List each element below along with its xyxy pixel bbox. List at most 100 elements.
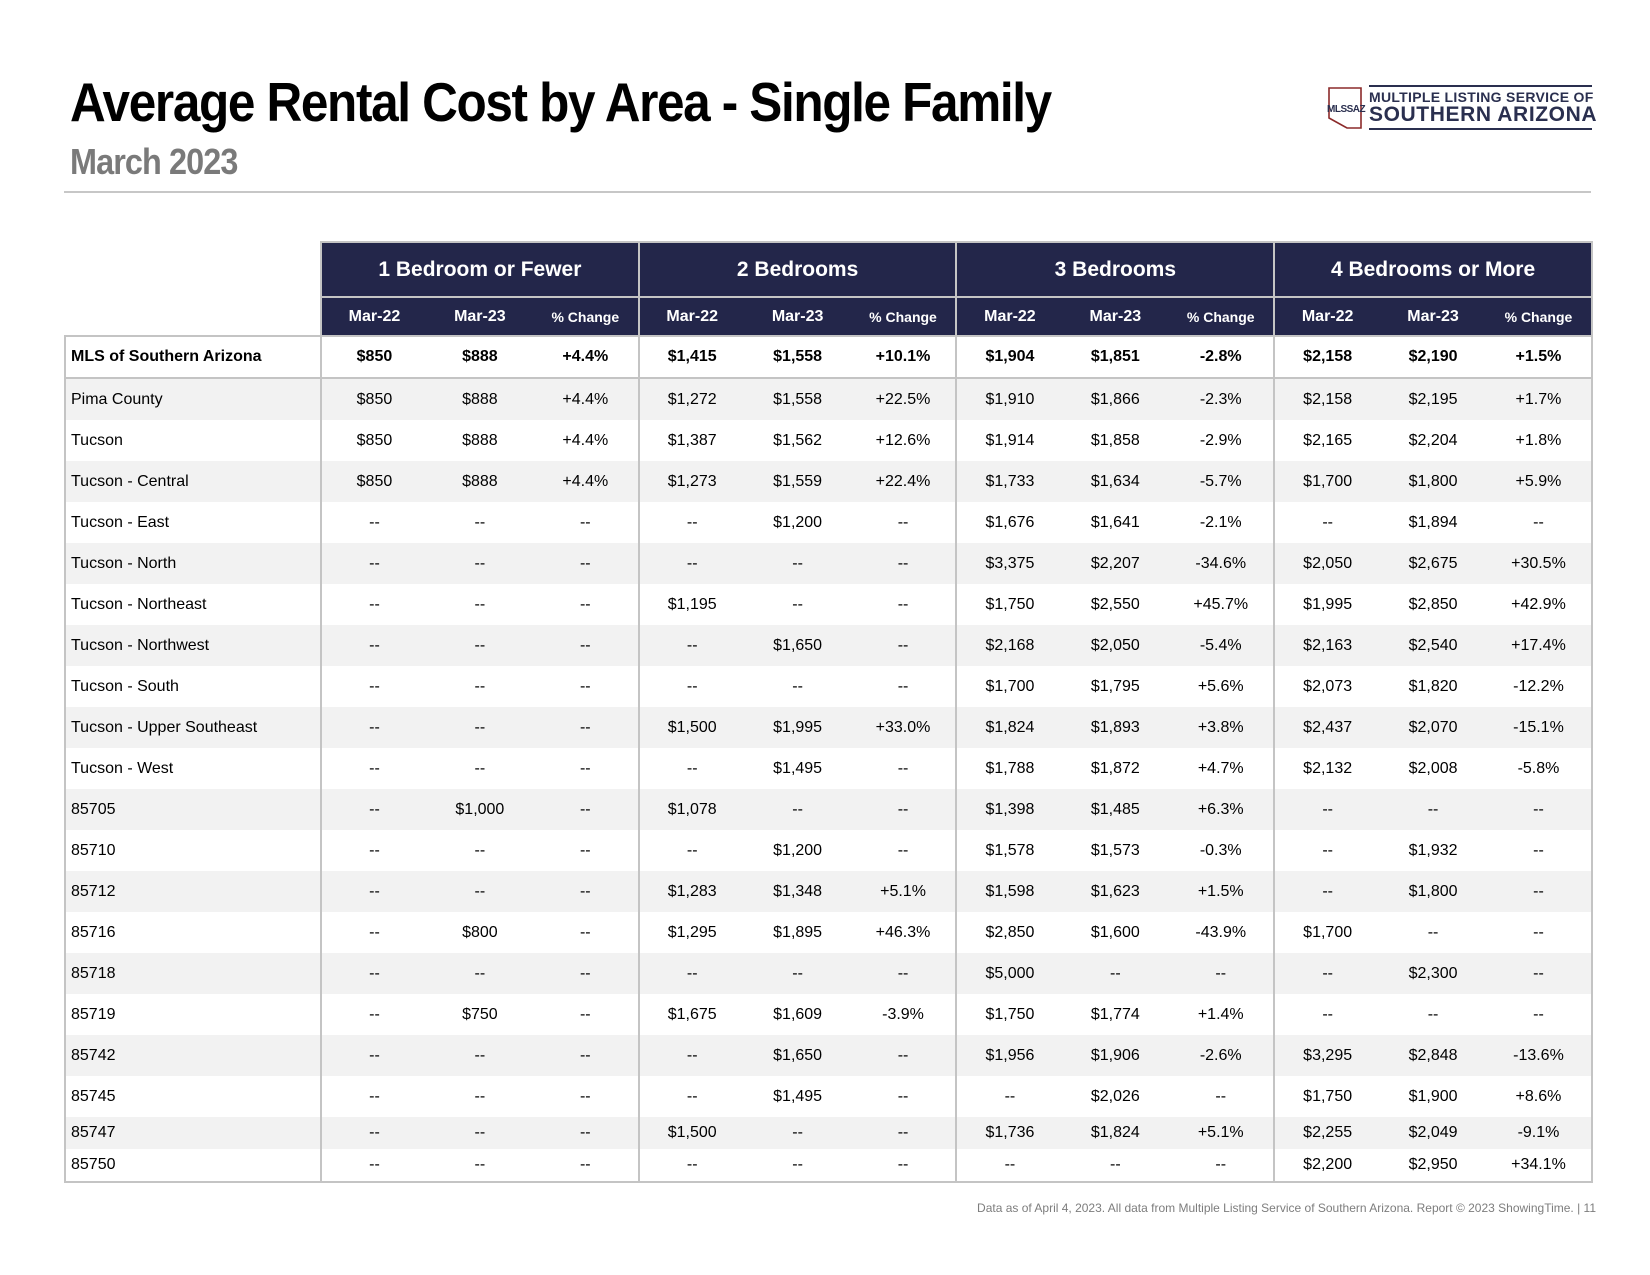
value-cell-pct-change: -- xyxy=(1486,830,1593,871)
value-cell-pct-change: +22.5% xyxy=(850,378,957,420)
value-cell-mar22: -- xyxy=(1273,953,1381,994)
value-cell-mar22: $1,598 xyxy=(955,871,1063,912)
value-cell-mar23: $2,190 xyxy=(1380,335,1486,379)
value-cell-mar22: $2,163 xyxy=(1273,625,1381,666)
value-cell-mar22: -- xyxy=(320,1076,427,1117)
table-row: 85742 -- -- -- -- $1,650 -- $1,956 $1,906 -2.6% $3… xyxy=(64,1035,1593,1076)
col-header-pct-change: % Change xyxy=(1486,296,1593,336)
value-cell-mar22: $1,914 xyxy=(955,420,1063,461)
value-cell-mar22: $850 xyxy=(320,378,427,420)
table-row: Pima County $850 $888 +4.4% $1,272 $1,558 +22.… xyxy=(64,378,1593,420)
value-cell-pct-change: -- xyxy=(850,1117,957,1149)
group-header-3br: 3 Bedrooms xyxy=(955,241,1276,297)
value-cell-mar22: $1,676 xyxy=(955,502,1063,543)
value-cell-pct-change: -- xyxy=(850,953,957,994)
table-row: 85747 -- -- -- $1,500 -- -- $1,736 $1,824 +5.1% $2… xyxy=(64,1117,1593,1149)
value-cell-mar22: -- xyxy=(320,912,427,953)
sub-header-row: Mar-22 Mar-23 % Change Mar-22 Mar-23 % C… xyxy=(65,296,1593,336)
value-cell-pct-change: -- xyxy=(579,513,591,531)
value-cell-mar22: -- xyxy=(320,748,427,789)
table-row: Tucson - West -- -- -- -- $1,495 -- $1,788 $1,87… xyxy=(64,748,1593,789)
mls-logo: MLSSAZ MULTIPLE LISTING SERVICE OF SOUTH… xyxy=(1325,84,1597,132)
value-cell-mar23: $2,204 xyxy=(1408,431,1458,449)
value-cell-mar22: -- xyxy=(637,1149,745,1183)
value-cell-mar22: -- xyxy=(637,748,745,789)
table-body: MLS of Southern Arizona $850 $888 +4.4% $1,4… xyxy=(64,335,1593,1183)
value-cell-mar22: $1,500 xyxy=(637,1117,745,1149)
value-cell-mar22: -- xyxy=(637,666,745,707)
value-cell-mar23: $1,858 xyxy=(1090,431,1140,449)
area-name-cell: 85712 xyxy=(64,871,321,912)
value-cell-mar23: $2,008 xyxy=(1408,759,1458,777)
value-cell-mar23: -- xyxy=(744,1117,851,1149)
value-cell-pct-change: -- xyxy=(579,595,591,613)
area-name-cell: Tucson - Central xyxy=(64,461,321,502)
value-cell-mar23: -- xyxy=(744,1149,851,1183)
group-header-row: 1 Bedroom or Fewer 2 Bedrooms 3 Bedrooms… xyxy=(65,241,1593,297)
logo-line-2: SOUTHERN ARIZONA xyxy=(1369,103,1598,126)
value-cell-mar23: $1,600 xyxy=(1090,923,1140,941)
table-row: 85716 -- $800 -- $1,295 $1,895 +46.3% $2,850 $1,… xyxy=(64,912,1593,953)
area-name-cell: Tucson - Northeast xyxy=(64,584,321,625)
area-name-cell: 85716 xyxy=(64,912,321,953)
group-header-4br: 4 Bedrooms or More xyxy=(1273,241,1593,297)
col-header-pct-change: % Change xyxy=(532,296,639,336)
area-name-cell: 85747 xyxy=(64,1117,321,1149)
table-row: Tucson - Central $850 $888 +4.4% $1,273 $1,55… xyxy=(64,461,1593,502)
value-cell-mar23: $2,300 xyxy=(1380,953,1486,994)
value-cell-mar23: $1,900 xyxy=(1408,1087,1458,1105)
value-cell-mar23: $1,495 xyxy=(773,759,823,777)
value-cell-mar23: $1,641 xyxy=(1090,513,1140,531)
value-cell-pct-change: -- xyxy=(1168,1149,1275,1183)
value-cell-mar23: $1,650 xyxy=(744,1035,851,1076)
area-name-cell: 85718 xyxy=(64,953,321,994)
value-cell-mar23: $2,070 xyxy=(1380,707,1486,748)
value-cell-mar23: $2,540 xyxy=(1380,625,1486,666)
value-cell-pct-change: -- xyxy=(532,1149,639,1183)
value-cell-mar23: $1,866 xyxy=(1062,378,1169,420)
value-cell-pct-change: -- xyxy=(1215,1087,1227,1105)
value-cell-mar23: $888 xyxy=(462,431,498,449)
value-cell-mar23: $1,000 xyxy=(426,789,533,830)
value-cell-mar22: $1,398 xyxy=(955,789,1063,830)
value-cell-mar22: $1,910 xyxy=(955,378,1063,420)
value-cell-mar23: $2,049 xyxy=(1380,1117,1486,1149)
value-cell-pct-change: -15.1% xyxy=(1486,707,1593,748)
col-header-pct-change: % Change xyxy=(850,296,957,336)
value-cell-pct-change: -- xyxy=(1168,953,1275,994)
value-cell-pct-change: -- xyxy=(532,953,639,994)
value-cell-pct-change: +5.1% xyxy=(1168,1117,1275,1149)
value-cell-mar23: $1,609 xyxy=(773,1005,823,1023)
value-cell-mar23: -- xyxy=(474,841,486,859)
value-cell-mar22: $1,904 xyxy=(955,335,1063,379)
value-cell-pct-change: -2.9% xyxy=(1199,431,1242,449)
value-cell-pct-change: +4.4% xyxy=(532,335,639,379)
value-cell-mar23: $1,650 xyxy=(744,625,851,666)
area-name-cell: Tucson - Northwest xyxy=(64,625,321,666)
table-row: Tucson - East -- -- -- -- $1,200 -- $1,676 $1,64… xyxy=(64,502,1593,543)
value-cell-mar23: $1,872 xyxy=(1090,759,1140,777)
value-cell-mar23: $1,559 xyxy=(744,461,851,502)
value-cell-mar23: $1,573 xyxy=(1090,841,1140,859)
area-name-cell: 85750 xyxy=(64,1149,321,1183)
value-cell-pct-change: -- xyxy=(579,1005,591,1023)
value-cell-pct-change: -- xyxy=(579,1087,591,1105)
value-cell-mar23: $1,895 xyxy=(773,923,823,941)
value-cell-mar23: $1,824 xyxy=(1062,1117,1169,1149)
value-cell-mar22: -- xyxy=(1273,502,1381,543)
value-cell-mar22: $2,168 xyxy=(955,625,1063,666)
value-cell-mar23: $1,495 xyxy=(773,1087,823,1105)
value-cell-mar23: $1,200 xyxy=(773,513,823,531)
col-header-pct-change: % Change xyxy=(1168,296,1275,336)
value-cell-mar22: $1,273 xyxy=(637,461,745,502)
value-cell-pct-change: -3.9% xyxy=(882,1005,924,1023)
value-cell-pct-change: -- xyxy=(532,1117,639,1149)
value-cell-pct-change: -- xyxy=(1486,994,1593,1035)
value-cell-mar22: -- xyxy=(955,1149,1063,1183)
area-name-cell: Tucson - East xyxy=(64,502,321,543)
value-cell-pct-change: +4.4% xyxy=(532,378,639,420)
value-cell-mar23: -- xyxy=(426,625,533,666)
value-cell-mar22: $1,675 xyxy=(637,994,745,1035)
value-cell-mar23: $1,800 xyxy=(1380,461,1486,502)
value-cell-mar23: -- xyxy=(792,677,803,695)
